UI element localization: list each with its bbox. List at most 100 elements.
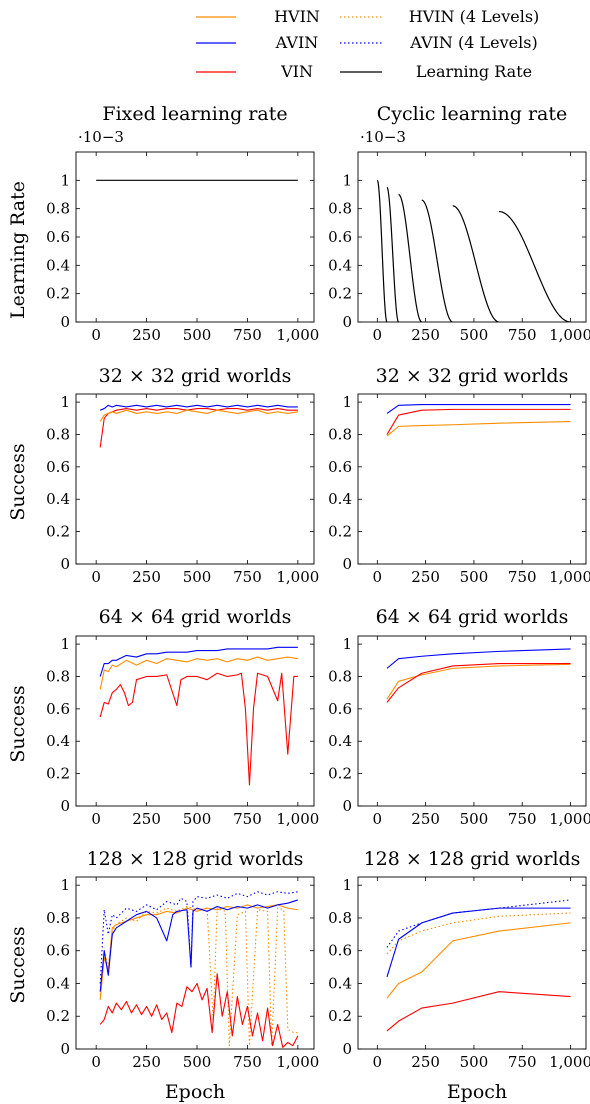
y-tick-label: 0.6 [46, 942, 70, 960]
y-tick-label: 0.6 [328, 700, 352, 718]
y-tick-label: 0 [60, 555, 70, 573]
y-tick-label: 0.4 [328, 256, 352, 274]
series-line-vin [99, 973, 299, 1048]
x-tick-label: 1,000 [276, 1053, 319, 1071]
series-line-avin [99, 404, 298, 411]
x-tick-label: 250 [411, 326, 440, 344]
y-tick-label: 0.2 [46, 523, 70, 541]
x-tick-label: 250 [132, 810, 161, 828]
x-tick-label: 1,000 [549, 326, 590, 344]
y-tick-label: 0.2 [46, 285, 70, 303]
legend-avin-label: AVIN [275, 33, 319, 52]
y-tick-label: 0.8 [328, 200, 352, 218]
y-tick-label: 0.2 [46, 765, 70, 783]
y-tick-label: 0.2 [46, 1007, 70, 1025]
series-line-hvin [386, 922, 571, 999]
legend-hvin-label: HVIN [274, 7, 320, 26]
series-line-vin [386, 991, 571, 1032]
y-tick-label: 0.4 [46, 256, 70, 274]
y-multiplier-label: ·10−3 [360, 128, 406, 146]
series-line-hvin-4-levels [99, 905, 298, 1047]
series-line-hvin [386, 663, 571, 700]
panel-title: 128 × 128 grid worlds [87, 848, 304, 870]
plot-frame [75, 876, 315, 1050]
y-tick-label: 0 [60, 1040, 70, 1058]
plot-frame [357, 151, 587, 323]
series-line-learning-rate [376, 179, 571, 322]
x-tick-label: 0 [373, 1053, 383, 1071]
y-tick-label: 0.4 [46, 732, 70, 750]
panel-title: 128 × 128 grid worlds [364, 848, 581, 870]
plot-frame [357, 876, 587, 1050]
panel-title: 64 × 64 grid worlds [99, 606, 292, 628]
y-tick-label: 0.8 [328, 425, 352, 443]
plot-area [99, 404, 298, 448]
x-tick-label: 250 [411, 810, 440, 828]
y-tick-label: 0.8 [328, 909, 352, 927]
series-line-hvin [386, 420, 571, 437]
series-line-avin [386, 907, 571, 978]
y-tick-label: 0.2 [328, 285, 352, 303]
xlabel-epoch-left: Epoch [165, 1081, 225, 1103]
legend-lr-label: Learning Rate [416, 62, 532, 81]
x-tick-label: 1,000 [549, 1053, 590, 1071]
x-tick-label: 500 [460, 568, 489, 586]
y-tick-label: 0.8 [46, 425, 70, 443]
y-tick-label: 0.4 [46, 490, 70, 508]
x-tick-label: 250 [411, 568, 440, 586]
y-tick-label: 0.8 [46, 667, 70, 685]
x-tick-label: 1,000 [276, 326, 319, 344]
panel-lr-fixed: Fixed learning rate ·10−3 0 250 500 750 1,000 0… [46, 103, 319, 344]
ylabel-success-32: Success [7, 443, 29, 520]
y-tick-label: 0.6 [328, 228, 352, 246]
ylabel-success-128: Success [7, 926, 29, 1003]
x-tick-label: 250 [132, 1053, 161, 1071]
series-line-avin-4-levels [386, 899, 571, 948]
panel-title: Cyclic learning rate [377, 103, 568, 125]
legend-hvin4-label: HVIN (4 Levels) [409, 7, 540, 26]
y-tick-label: 0 [342, 555, 352, 573]
panel-title: 32 × 32 grid worlds [376, 365, 569, 387]
x-tick-label: 500 [460, 810, 489, 828]
y-tick-label: 1 [60, 393, 70, 411]
panel-success-32-fixed: 32 × 32 grid worlds 0 250 500 750 1,000 0 0.2 0.… [46, 365, 319, 586]
plot-area [99, 646, 298, 786]
y-tick-label: 0 [342, 313, 352, 331]
y-tick-label: 0.6 [46, 700, 70, 718]
plot-area [386, 899, 571, 1032]
x-tick-label: 750 [233, 568, 262, 586]
x-tick-label: 0 [91, 326, 101, 344]
series-line-vin [386, 408, 571, 435]
series-line-hvin [99, 656, 298, 690]
x-tick-label: 250 [411, 1053, 440, 1071]
y-tick-label: 0.6 [328, 458, 352, 476]
panel-success-32-cyclic: 32 × 32 grid worlds 0 250 500 750 1,000 0 0.2 0.… [328, 365, 590, 586]
panel-lr-cyclic: Cyclic learning rate ·10−3 0 250 500 750 1,000… [328, 103, 590, 344]
y-tick-label: 1 [342, 635, 352, 653]
plot-area [376, 179, 571, 322]
y-tick-label: 0.8 [328, 667, 352, 685]
y-tick-label: 1 [342, 876, 352, 894]
y-multiplier-label: ·10−3 [78, 128, 124, 146]
series-line-avin [99, 646, 298, 677]
x-tick-label: 0 [91, 810, 101, 828]
x-tick-label: 500 [183, 810, 212, 828]
panel-title: Fixed learning rate [102, 103, 287, 125]
x-tick-label: 1,000 [549, 568, 590, 586]
x-tick-label: 750 [233, 1053, 262, 1071]
x-tick-label: 750 [233, 326, 262, 344]
xlabel-epoch-right: Epoch [447, 1081, 507, 1103]
y-tick-label: 0.4 [328, 974, 352, 992]
y-tick-label: 0 [60, 797, 70, 815]
x-tick-label: 500 [460, 326, 489, 344]
x-tick-label: 750 [508, 810, 537, 828]
y-tick-label: 0.2 [328, 765, 352, 783]
y-tick-label: 1 [60, 876, 70, 894]
series-line-hvin-4-levels [386, 912, 571, 955]
panel-success-128-cyclic: 128 × 128 grid worlds 0 250 500 750 1,000 0 0.2… [328, 848, 590, 1071]
legend-avin4-label: AVIN (4 Levels) [409, 33, 537, 52]
panel-title: 64 × 64 grid worlds [376, 606, 569, 628]
series-line-hvin [99, 904, 298, 1000]
x-tick-label: 750 [508, 568, 537, 586]
